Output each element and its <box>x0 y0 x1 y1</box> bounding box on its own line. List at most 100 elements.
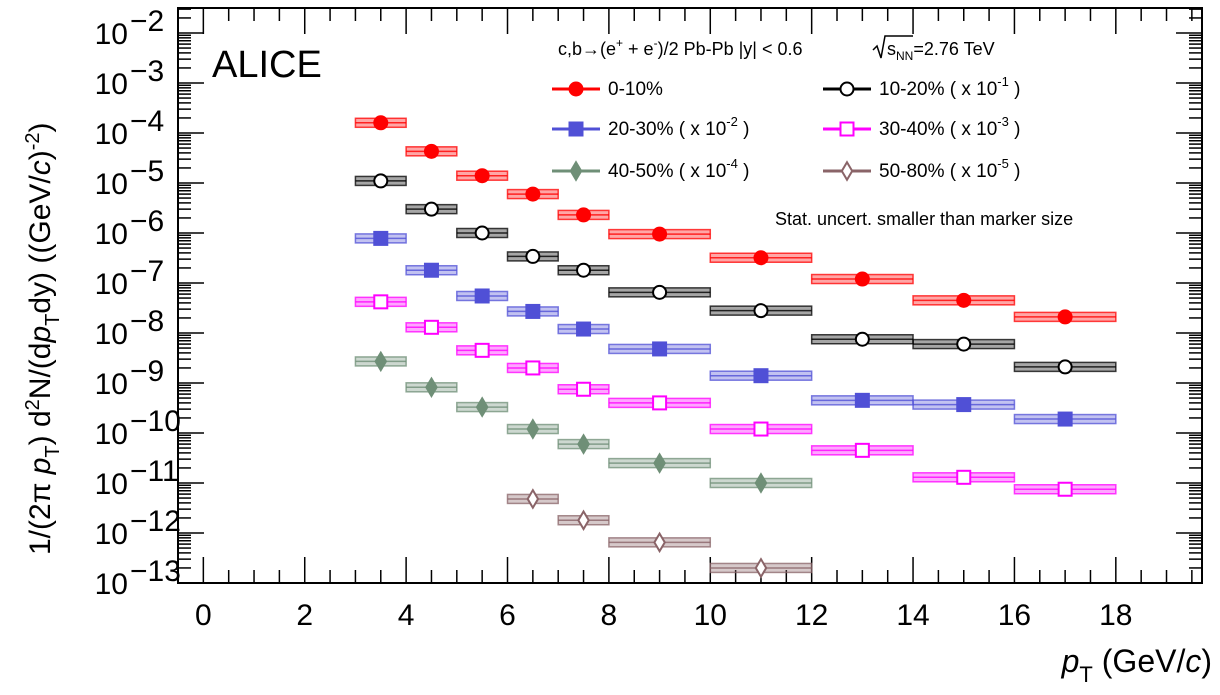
data-point <box>525 186 541 202</box>
y-tick-label: 10 <box>95 468 128 501</box>
data-point <box>652 395 668 411</box>
data-point <box>854 331 870 347</box>
y-axis-label: 1/(2π pT) d2N/(dpTdy) ((GeV/c)-2) <box>22 122 64 555</box>
sqrt-s: s <box>887 39 896 59</box>
y-tick-label: 10 <box>95 318 128 351</box>
system-label: c,b→(e+ + e-)/2 Pb-Pb |y| < 0.6 <box>558 36 803 59</box>
data-point <box>425 376 438 399</box>
y-tick-label: 10 <box>95 118 128 151</box>
plot-frame <box>177 7 1203 584</box>
sqrt-s-sub: NN <box>896 49 913 63</box>
y-tick-label: 10 <box>95 568 128 601</box>
data-point <box>956 397 972 413</box>
y-axis: 10−1310−1210−1110−1010−910−810−710−610−5… <box>95 5 1202 601</box>
data-point <box>373 294 389 310</box>
data-point <box>474 225 490 241</box>
data-point <box>652 341 668 357</box>
y-tick-label: 10 <box>95 168 128 201</box>
series-2 <box>354 230 1117 427</box>
y-tick-label-exp: −2 <box>130 5 164 38</box>
y-tick-label-exp: −4 <box>130 105 164 138</box>
plot-border <box>177 7 1203 584</box>
y-tick-label-exp: −11 <box>130 455 179 488</box>
y-tick-label-exp: −10 <box>130 405 181 438</box>
data-point <box>423 319 439 335</box>
system-pre: c,b→(e <box>558 39 616 59</box>
x-label-c: c <box>1185 643 1201 679</box>
y-tick-label: 10 <box>95 218 128 251</box>
data-point <box>653 531 666 554</box>
data-point <box>1057 411 1073 427</box>
series-0 <box>354 115 1117 325</box>
energy-value: =2.76 TeV <box>913 39 994 59</box>
y-tick-label-exp: −8 <box>130 305 164 338</box>
data-point <box>854 392 870 408</box>
data-point <box>753 250 769 266</box>
x-tick-label: 8 <box>601 599 618 632</box>
data-point <box>373 230 389 246</box>
x-tick-label: 12 <box>795 599 828 632</box>
x-tick-label: 0 <box>195 599 212 632</box>
data-point <box>753 421 769 437</box>
y-tick-label-exp: −13 <box>130 555 181 588</box>
x-label-var: p <box>1061 643 1080 679</box>
data-point <box>474 168 490 184</box>
y-tick-label-exp: −6 <box>130 205 164 238</box>
legend-marker <box>839 121 855 137</box>
x-label-unit: (GeV/ <box>1093 643 1186 679</box>
data-point <box>576 381 592 397</box>
legend-label: 0-10% <box>608 79 663 100</box>
sqrt-symbol <box>872 35 913 59</box>
legend-marker <box>839 81 855 97</box>
data-point <box>753 303 769 319</box>
data-point <box>423 262 439 278</box>
data-point <box>525 248 541 264</box>
legend-label: 50-80% ( x 10-5 ) <box>879 156 1020 182</box>
system-sup1: + <box>616 36 623 50</box>
data-point <box>956 292 972 308</box>
x-label-sub: T <box>1079 662 1092 687</box>
x-tick-label: 18 <box>1099 599 1132 632</box>
series-1 <box>354 173 1117 375</box>
legend-marker <box>569 160 583 182</box>
data-point <box>373 115 389 131</box>
x-label-end: ) <box>1201 643 1212 679</box>
y-tick-label: 10 <box>95 68 128 101</box>
x-axis: 0 2 4 6 8 10 12 14 16 18 <box>177 8 1193 632</box>
legend-label: 10-20% ( x 10-1 ) <box>879 74 1020 100</box>
y-tick-label: 10 <box>95 18 128 51</box>
data-point <box>754 557 768 579</box>
data-point <box>653 452 666 474</box>
system-sup2: - <box>654 36 658 50</box>
data-point <box>956 336 972 352</box>
data-point <box>526 418 540 440</box>
data-point <box>753 368 769 384</box>
x-tick-label: 14 <box>896 599 929 632</box>
data-point <box>526 488 540 510</box>
data-point <box>373 173 389 189</box>
data-point <box>577 509 590 531</box>
legend-marker <box>568 121 584 137</box>
data-point <box>1057 309 1073 325</box>
y-tick-label-exp: −9 <box>130 355 164 388</box>
data-point <box>525 360 541 376</box>
data-point <box>956 469 972 485</box>
data-point <box>576 321 592 337</box>
system-post: )/2 Pb-Pb |y| < 0.6 <box>658 39 803 59</box>
data-point <box>525 303 541 319</box>
series-4 <box>354 350 813 494</box>
x-tick-label: 10 <box>694 599 727 632</box>
y-tick-label-exp: −3 <box>130 55 164 88</box>
data-point <box>576 207 592 223</box>
data-series <box>354 115 1117 579</box>
legend-marker <box>568 81 584 97</box>
legend-marker <box>840 160 854 182</box>
stat-note: Stat. uncert. smaller than marker size <box>775 209 1073 229</box>
data-point <box>475 396 489 418</box>
legend-label: 20-30% ( x 10-2 ) <box>608 114 749 140</box>
data-point <box>754 472 768 494</box>
data-point <box>854 271 870 287</box>
y-tick-label-exp: −7 <box>130 255 164 288</box>
legend-label: 30-40% ( x 10-3 ) <box>879 114 1020 140</box>
